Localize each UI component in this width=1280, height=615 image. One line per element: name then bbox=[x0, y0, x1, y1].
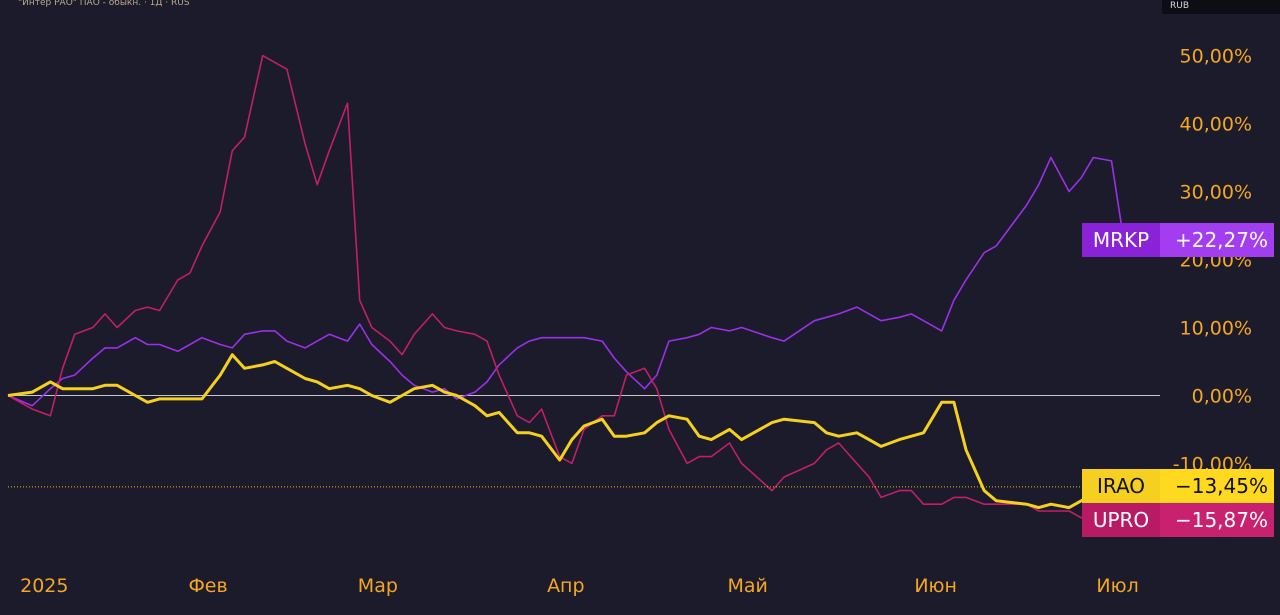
y-tick-label: 0,00% bbox=[1192, 385, 1252, 407]
series-line-upro bbox=[7, 54, 1131, 519]
series-name-label-irao: IRAO bbox=[1097, 474, 1145, 498]
x-tick-label: 2025 bbox=[20, 575, 68, 597]
y-tick-label: 30,00% bbox=[1180, 182, 1252, 204]
series-value-label-mrkp: +22,27% bbox=[1175, 228, 1268, 252]
x-tick-label: Апр bbox=[547, 575, 584, 597]
badge-value-bg-upro bbox=[1160, 503, 1274, 537]
badge-name-bg-irao bbox=[1082, 469, 1160, 503]
instrument-title: "Интер РАО" ПАО - обыкн. · 1Д · RUS bbox=[18, 0, 190, 8]
y-tick-label: 50,00% bbox=[1180, 46, 1252, 68]
series-value-label-irao: −13,45% bbox=[1175, 474, 1268, 498]
series-value-label-upro: −15,87% bbox=[1175, 508, 1268, 532]
currency-badge[interactable]: RUB bbox=[1162, 0, 1280, 14]
x-tick-label: Май bbox=[728, 575, 768, 597]
series-name-label-mrkp: MRKP bbox=[1093, 228, 1149, 252]
y-tick-label: 10,00% bbox=[1180, 317, 1252, 339]
x-tick-label: Июл bbox=[1096, 575, 1138, 597]
badge-value-bg-mrkp bbox=[1160, 223, 1274, 257]
badge-name-bg-mrkp bbox=[1082, 223, 1160, 257]
x-tick-label: Июн bbox=[914, 575, 957, 597]
y-tick-label: 40,00% bbox=[1180, 114, 1252, 136]
x-tick-label: Мар bbox=[358, 575, 398, 597]
series-name-label-upro: UPRO bbox=[1093, 508, 1149, 532]
series-line-mrkp bbox=[7, 156, 1131, 407]
badge-value-bg-irao bbox=[1160, 469, 1274, 503]
badge-name-bg-upro bbox=[1082, 503, 1160, 537]
series-line-irao bbox=[7, 353, 1130, 510]
x-tick-label: Фев bbox=[188, 575, 227, 597]
